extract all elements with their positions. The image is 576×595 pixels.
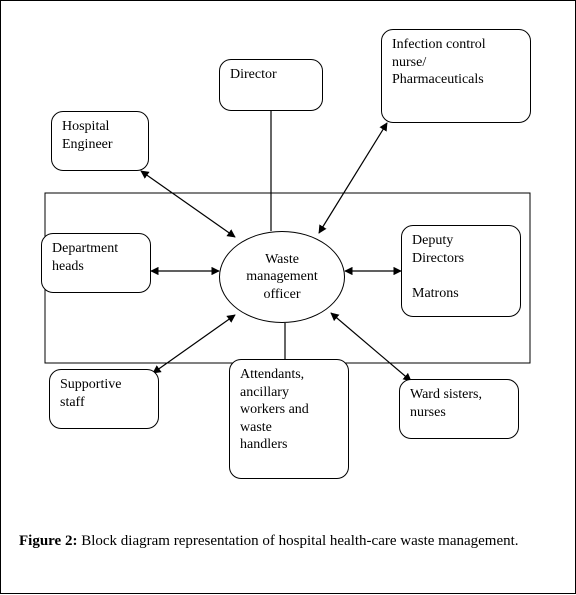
diagram-frame: Wastemanagementofficer Director Infectio… bbox=[0, 0, 576, 594]
node-label: Director bbox=[230, 66, 277, 84]
node-label: Infection controlnurse/Pharmaceuticals bbox=[392, 36, 486, 89]
node-director: Director bbox=[219, 59, 323, 111]
node-waste-management-officer: Wastemanagementofficer bbox=[219, 231, 345, 323]
caption-text: Block diagram representation of hospital… bbox=[77, 533, 518, 549]
node-hospital-engineer: HospitalEngineer bbox=[51, 111, 149, 171]
node-supportive-staff: Supportivestaff bbox=[49, 369, 159, 429]
node-label: DeputyDirectorsMatrons bbox=[412, 232, 464, 302]
node-attendants: Attendants,ancillaryworkers andwastehand… bbox=[229, 359, 349, 479]
node-label: HospitalEngineer bbox=[62, 118, 113, 153]
node-ward-sisters-nurses: Ward sisters,nurses bbox=[399, 379, 519, 439]
node-infection-control-nurse: Infection controlnurse/Pharmaceuticals bbox=[381, 29, 531, 123]
node-label: Attendants,ancillaryworkers andwastehand… bbox=[240, 366, 309, 454]
node-label: Wastemanagementofficer bbox=[246, 251, 318, 304]
node-label: Departmentheads bbox=[52, 240, 118, 275]
node-label: Ward sisters,nurses bbox=[410, 386, 482, 421]
figure-caption: Figure 2: Block diagram representation o… bbox=[19, 531, 559, 551]
caption-prefix: Figure 2: bbox=[19, 533, 77, 549]
node-department-heads: Departmentheads bbox=[41, 233, 151, 293]
node-label: Supportivestaff bbox=[60, 376, 121, 411]
node-deputy-directors-matrons: DeputyDirectorsMatrons bbox=[401, 225, 521, 317]
